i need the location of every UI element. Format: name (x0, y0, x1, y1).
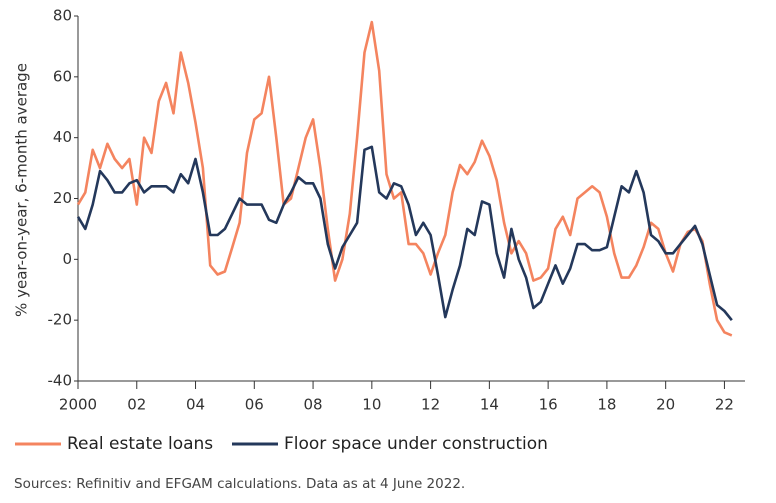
x-tick-label: 10 (362, 396, 381, 414)
y-tick-label: 20 (53, 189, 72, 207)
x-tick-label: 06 (245, 396, 264, 414)
y-tick-label: 60 (53, 67, 72, 85)
x-tick-label: 16 (539, 396, 558, 414)
x-tick-label: 18 (597, 396, 616, 414)
x-tick-label: 2000 (59, 396, 97, 414)
series-line (76, 145, 733, 322)
x-tick-label: 22 (715, 396, 734, 414)
x-tick-label: 08 (304, 396, 323, 414)
y-tick-label: -40 (48, 372, 73, 390)
x-tick-label: 14 (480, 396, 499, 414)
y-axis-label: % year-on-year, 6-month average (13, 63, 31, 317)
y-tick-label: 0 (62, 250, 72, 268)
x-tick-label: 12 (421, 396, 440, 414)
series-line (76, 20, 733, 337)
source-note: Sources: Refinitiv and EFGAM calculation… (14, 476, 465, 492)
x-tick-label: 02 (127, 396, 146, 414)
x-tick-label: 20 (656, 396, 675, 414)
y-tick-label: 40 (53, 128, 72, 146)
y-tick-label: 80 (53, 7, 72, 25)
y-tick-label: -20 (48, 311, 73, 329)
legend-label: Floor space under construction (284, 434, 548, 454)
x-tick-label: 04 (186, 396, 205, 414)
legend-label: Real estate loans (67, 434, 213, 454)
